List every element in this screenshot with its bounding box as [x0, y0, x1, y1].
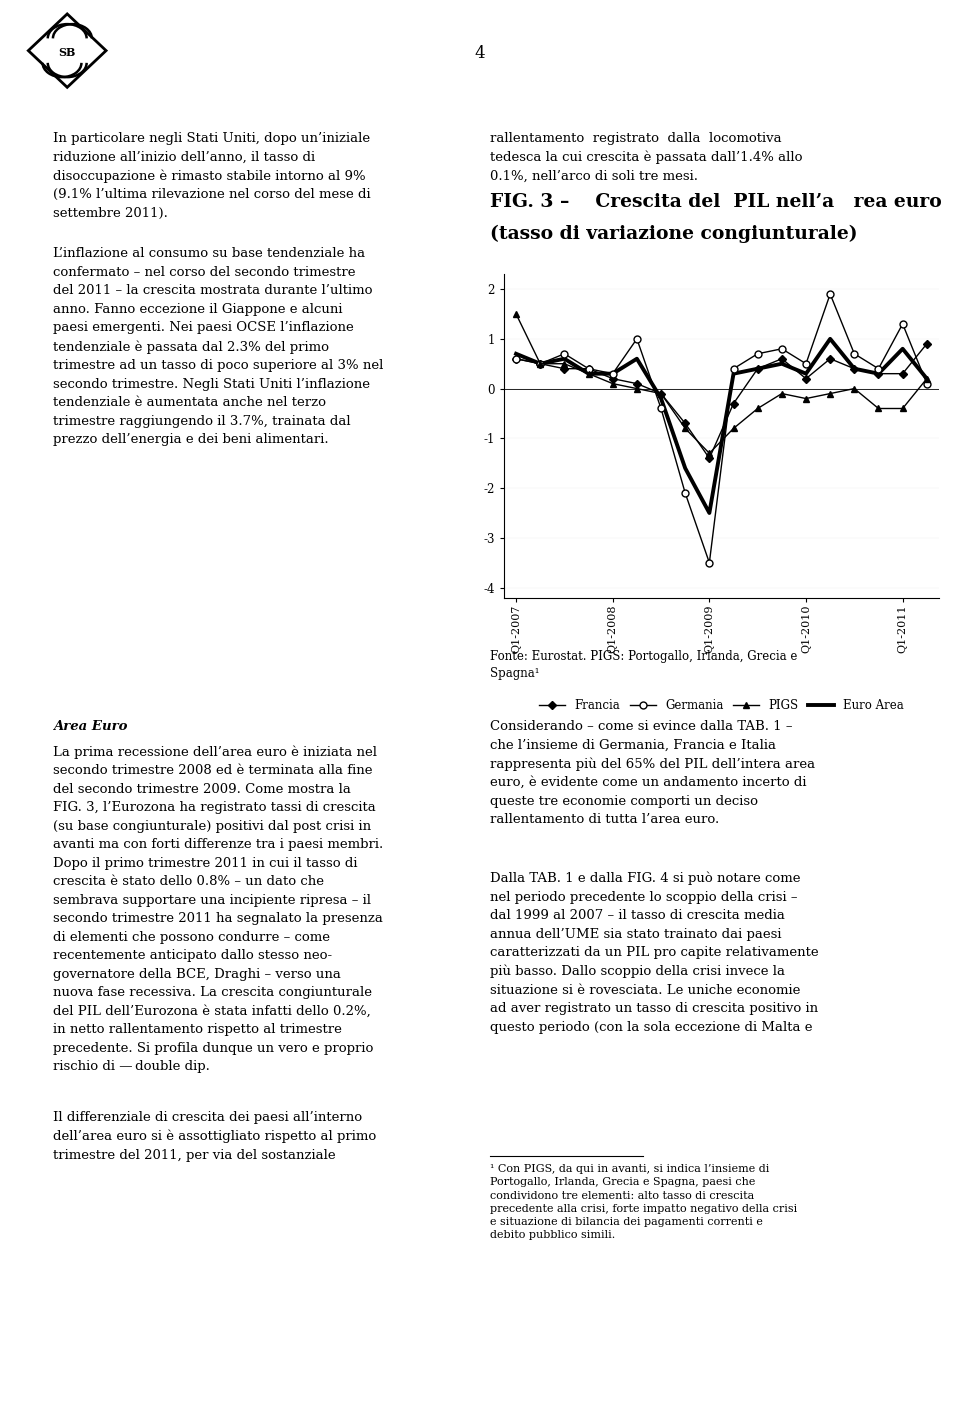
Text: Considerando – come si evince dalla TAB. 1 –
che l’insieme di Germania, Francia : Considerando – come si evince dalla TAB.… [490, 720, 815, 827]
Text: 4: 4 [474, 45, 486, 62]
Text: SB: SB [59, 46, 76, 58]
Legend: Francia, Germania, PIGS, Euro Area: Francia, Germania, PIGS, Euro Area [534, 695, 909, 717]
Text: rallentamento  registrato  dalla  locomotiva
tedesca la cui crescita è passata d: rallentamento registrato dalla locomotiv… [490, 132, 803, 183]
Text: L’inflazione al consumo su base tendenziale ha
confermato – nel corso del second: L’inflazione al consumo su base tendenzi… [53, 247, 383, 446]
Text: ¹ Con PIGS, da qui in avanti, si indica l’insieme di
Portogallo, Irlanda, Grecia: ¹ Con PIGS, da qui in avanti, si indica … [490, 1164, 797, 1240]
Text: La prima recessione dell’area euro è iniziata nel
secondo trimestre 2008 ed è te: La prima recessione dell’area euro è ini… [53, 745, 383, 1073]
Text: In particolare negli Stati Uniti, dopo un’iniziale
riduzione all’inizio dell’ann: In particolare negli Stati Uniti, dopo u… [53, 132, 371, 219]
Text: Il differenziale di crescita dei paesi all’interno
dell’area euro si è assottigl: Il differenziale di crescita dei paesi a… [53, 1111, 376, 1161]
Text: FIG. 3 –    Crescita del  PIL nell’a   rea euro: FIG. 3 – Crescita del PIL nell’a rea eur… [490, 193, 942, 211]
Text: Dalla TAB. 1 e dalla FIG. 4 si può notare come
nel periodo precedente lo scoppio: Dalla TAB. 1 e dalla FIG. 4 si può notar… [490, 872, 818, 1033]
Text: (tasso di variazione congiunturale): (tasso di variazione congiunturale) [490, 225, 857, 243]
Text: Fonte: Eurostat. PIGS: Portogallo, Irlanda, Grecia e
Spagna¹: Fonte: Eurostat. PIGS: Portogallo, Irlan… [490, 650, 797, 679]
Text: Area Euro: Area Euro [53, 720, 128, 733]
